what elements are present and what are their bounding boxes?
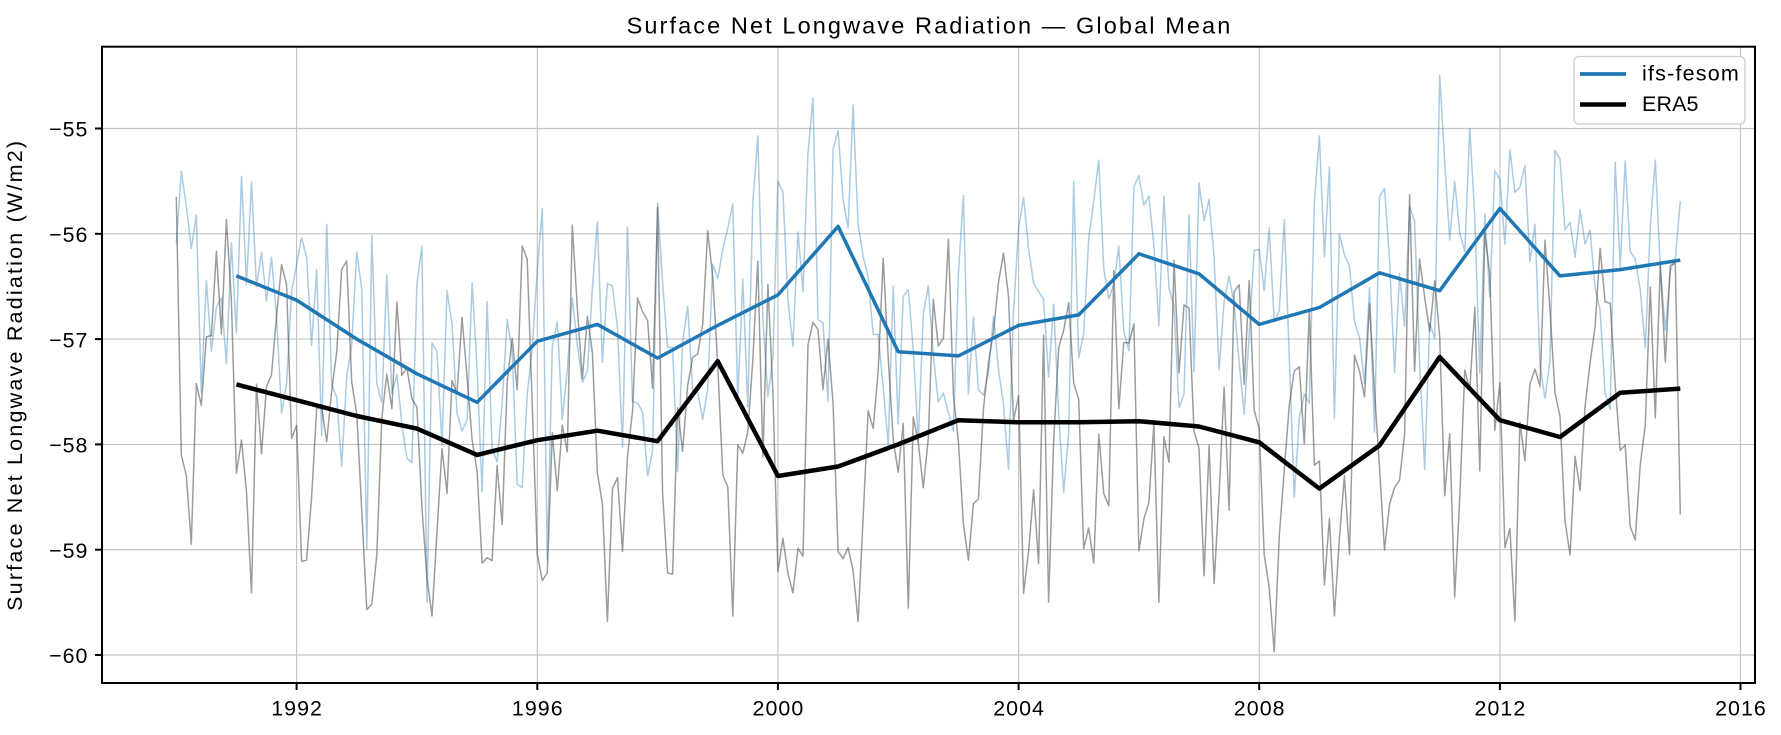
svg-text:2000: 2000 (753, 697, 805, 721)
svg-text:2016: 2016 (1715, 697, 1767, 721)
svg-text:−58: −58 (49, 434, 88, 458)
svg-text:1992: 1992 (271, 697, 323, 721)
svg-text:1996: 1996 (512, 697, 564, 721)
svg-text:−60: −60 (49, 644, 88, 668)
svg-text:−56: −56 (49, 223, 88, 247)
svg-text:−57: −57 (49, 328, 88, 352)
svg-text:−59: −59 (49, 539, 88, 563)
svg-text:2008: 2008 (1234, 697, 1286, 721)
svg-text:ERA5: ERA5 (1642, 92, 1699, 116)
svg-text:−55: −55 (49, 118, 88, 142)
svg-text:2004: 2004 (993, 697, 1045, 721)
svg-text:2012: 2012 (1475, 697, 1527, 721)
svg-text:Surface Net Longwave Radiation: Surface Net Longwave Radiation (W/m2) (3, 139, 27, 611)
svg-text:ifs-fesom: ifs-fesom (1642, 61, 1740, 85)
svg-text:Surface Net Longwave Radiation: Surface Net Longwave Radiation — Global … (627, 13, 1233, 39)
